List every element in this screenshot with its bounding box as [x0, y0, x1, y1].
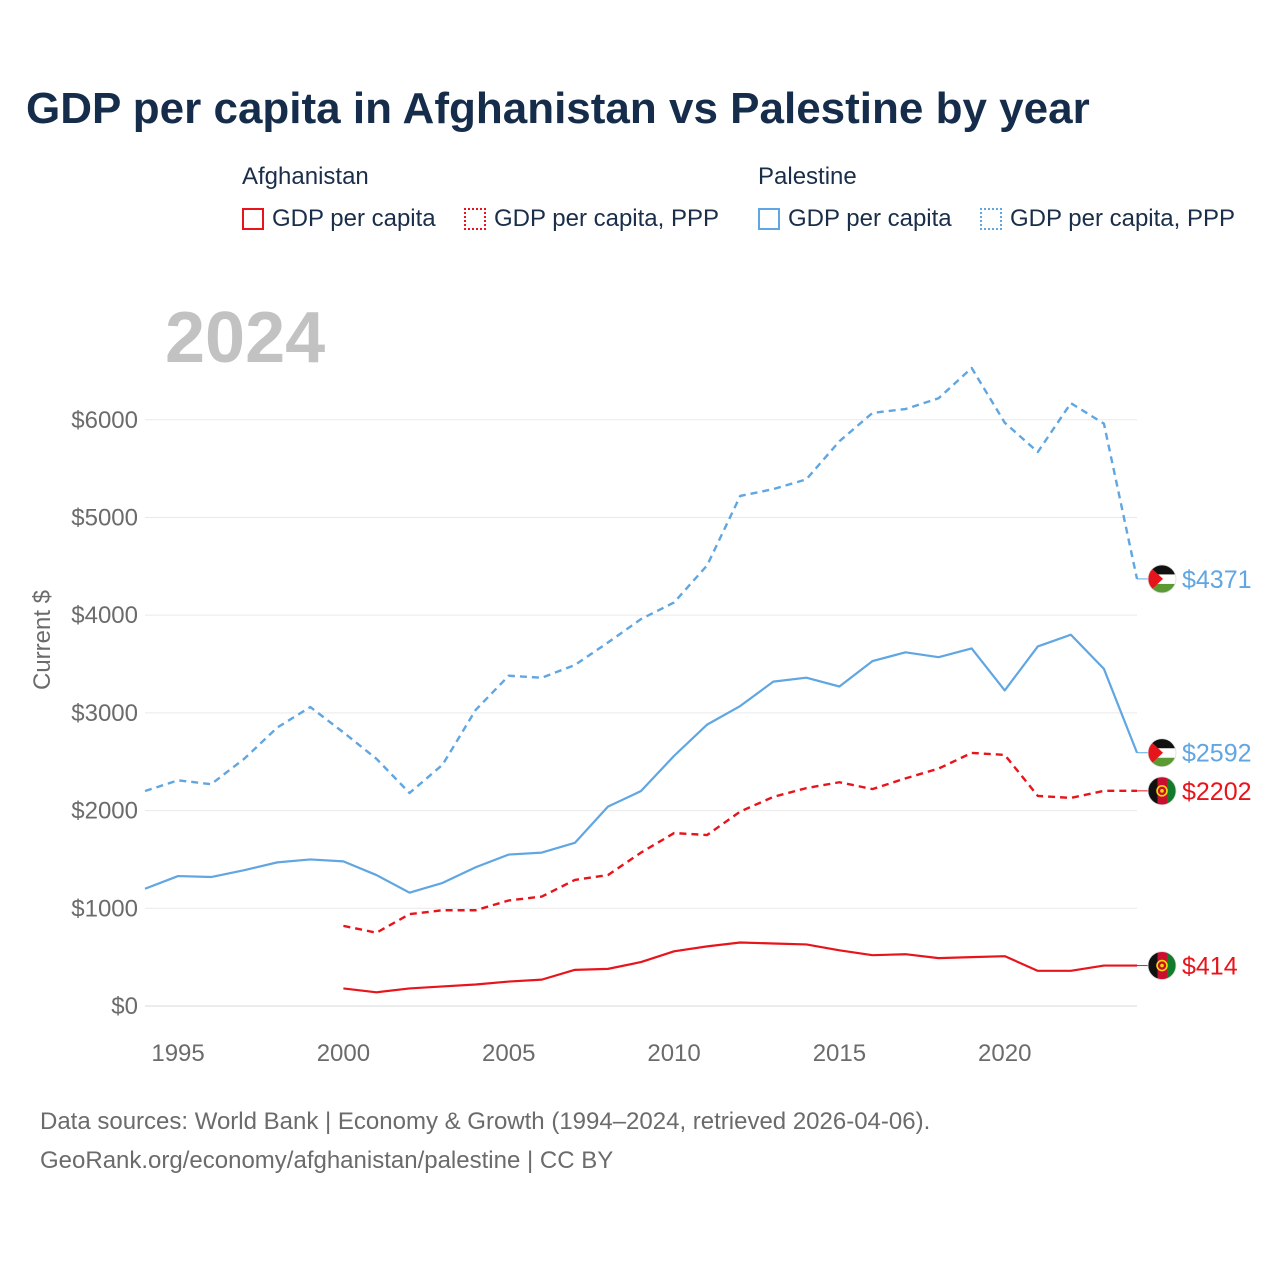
line-chart: 2024 Current $ $0 $1000 $2000 $3000 $4000 $50… [29, 298, 1252, 1067]
footer-sources: Data sources: World Bank | Economy & Gro… [40, 1108, 931, 1135]
x-tick-label: 2000 [317, 1040, 370, 1067]
legend-palestine-gdp[interactable]: GDP per capita [758, 205, 952, 233]
series-line-palestine-dashed [144, 366, 1139, 795]
y-tick-label: $5000 [71, 504, 138, 531]
x-tick-label: 2005 [482, 1040, 535, 1067]
legend-palestine-gdp-ppp[interactable]: GDP per capita, PPP [980, 205, 1235, 233]
end-value-label: $414 [1182, 953, 1238, 981]
y-tick-label: $3000 [71, 700, 138, 727]
legend-swatch-solid-red [242, 208, 264, 230]
flag-palestine-icon [1147, 738, 1177, 768]
series-line-palestine-solid [144, 633, 1139, 894]
series-line-afghanistan-solid [343, 941, 1137, 994]
flag-palestine-icon [1147, 564, 1177, 594]
legend-label: GDP per capita, PPP [494, 205, 719, 232]
y-axis-label: Current $ [29, 590, 56, 690]
year-watermark: 2024 [165, 298, 325, 378]
y-tick-label: $4000 [71, 602, 138, 629]
footer-attribution: GeoRank.org/economy/afghanistan/palestin… [40, 1147, 614, 1174]
legend-afghanistan-gdp-ppp[interactable]: GDP per capita, PPP [464, 205, 719, 233]
legend-afghanistan-gdp[interactable]: GDP per capita [242, 205, 436, 233]
x-tick-label: 2015 [813, 1040, 866, 1067]
end-value-label: $4371 [1182, 566, 1252, 594]
flag-afghanistan-icon [1147, 776, 1177, 806]
y-tick-label: $2000 [71, 798, 138, 825]
y-tick-label: $0 [111, 993, 138, 1020]
legend-label: GDP per capita [788, 205, 952, 232]
legend-label: GDP per capita, PPP [1010, 205, 1235, 232]
legend-swatch-solid-blue [758, 208, 780, 230]
legend-title-palestine: Palestine [758, 163, 857, 190]
legend-swatch-dotted-blue [980, 208, 1002, 230]
y-tick-label: $6000 [71, 407, 138, 434]
legend-swatch-dotted-red [464, 208, 486, 230]
y-tick-label: $1000 [71, 895, 138, 922]
x-tick-label: 1995 [151, 1040, 204, 1067]
x-tick-label: 2020 [978, 1040, 1031, 1067]
x-tick-label: 2010 [647, 1040, 700, 1067]
chart-title: GDP per capita in Afghanistan vs Palesti… [26, 84, 1090, 133]
end-value-label: $2202 [1182, 778, 1252, 806]
legend-label: GDP per capita [272, 205, 436, 232]
legend-title-afghanistan: Afghanistan [242, 163, 369, 190]
series-line-afghanistan-dashed [343, 751, 1137, 934]
flag-afghanistan-icon [1147, 951, 1177, 980]
end-value-label: $2592 [1182, 740, 1252, 768]
